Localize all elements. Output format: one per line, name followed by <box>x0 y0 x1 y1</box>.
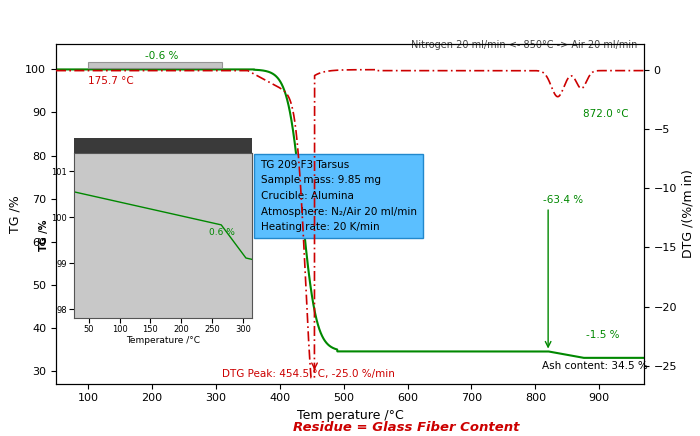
Text: DTG Peak: 454.5 °C, -25.0 %/min: DTG Peak: 454.5 °C, -25.0 %/min <box>222 369 395 379</box>
X-axis label: Temperature /°C: Temperature /°C <box>126 336 200 345</box>
Text: 0.6 %: 0.6 % <box>209 228 235 238</box>
X-axis label: Tem perature /°C: Tem perature /°C <box>297 409 403 422</box>
Bar <box>74 138 252 153</box>
Text: -1.5 %: -1.5 % <box>587 330 620 341</box>
Y-axis label: TG /%: TG /% <box>8 195 21 232</box>
Text: 175.7 °C: 175.7 °C <box>88 76 134 86</box>
Text: ■ ■ ■   ── ── ────────────────────────: ■ ■ ■ ── ── ──────────────────────── <box>79 143 183 148</box>
Y-axis label: DTG /(%/m in): DTG /(%/m in) <box>681 169 694 258</box>
Text: Ash content: 34.5 %: Ash content: 34.5 % <box>542 361 648 371</box>
Text: 872.0 °C: 872.0 °C <box>583 109 629 119</box>
Y-axis label: TG /%: TG /% <box>38 220 49 251</box>
Bar <box>88 62 222 68</box>
Text: Residue = Glass Fiber Content: Residue = Glass Fiber Content <box>293 421 519 434</box>
Text: -63.4 %: -63.4 % <box>543 195 583 205</box>
Text: Nitrogen 20 ml/min <- 850°C -> Air 20 ml/min: Nitrogen 20 ml/min <- 850°C -> Air 20 ml… <box>411 40 638 50</box>
Text: TG 209 F3 Tarsus
Sample mass: 9.85 mg
Crucible: Alumina
Atmosphere: N₂/Air 20 ml: TG 209 F3 Tarsus Sample mass: 9.85 mg Cr… <box>260 160 416 232</box>
Text: -0.6 %: -0.6 % <box>145 51 178 61</box>
